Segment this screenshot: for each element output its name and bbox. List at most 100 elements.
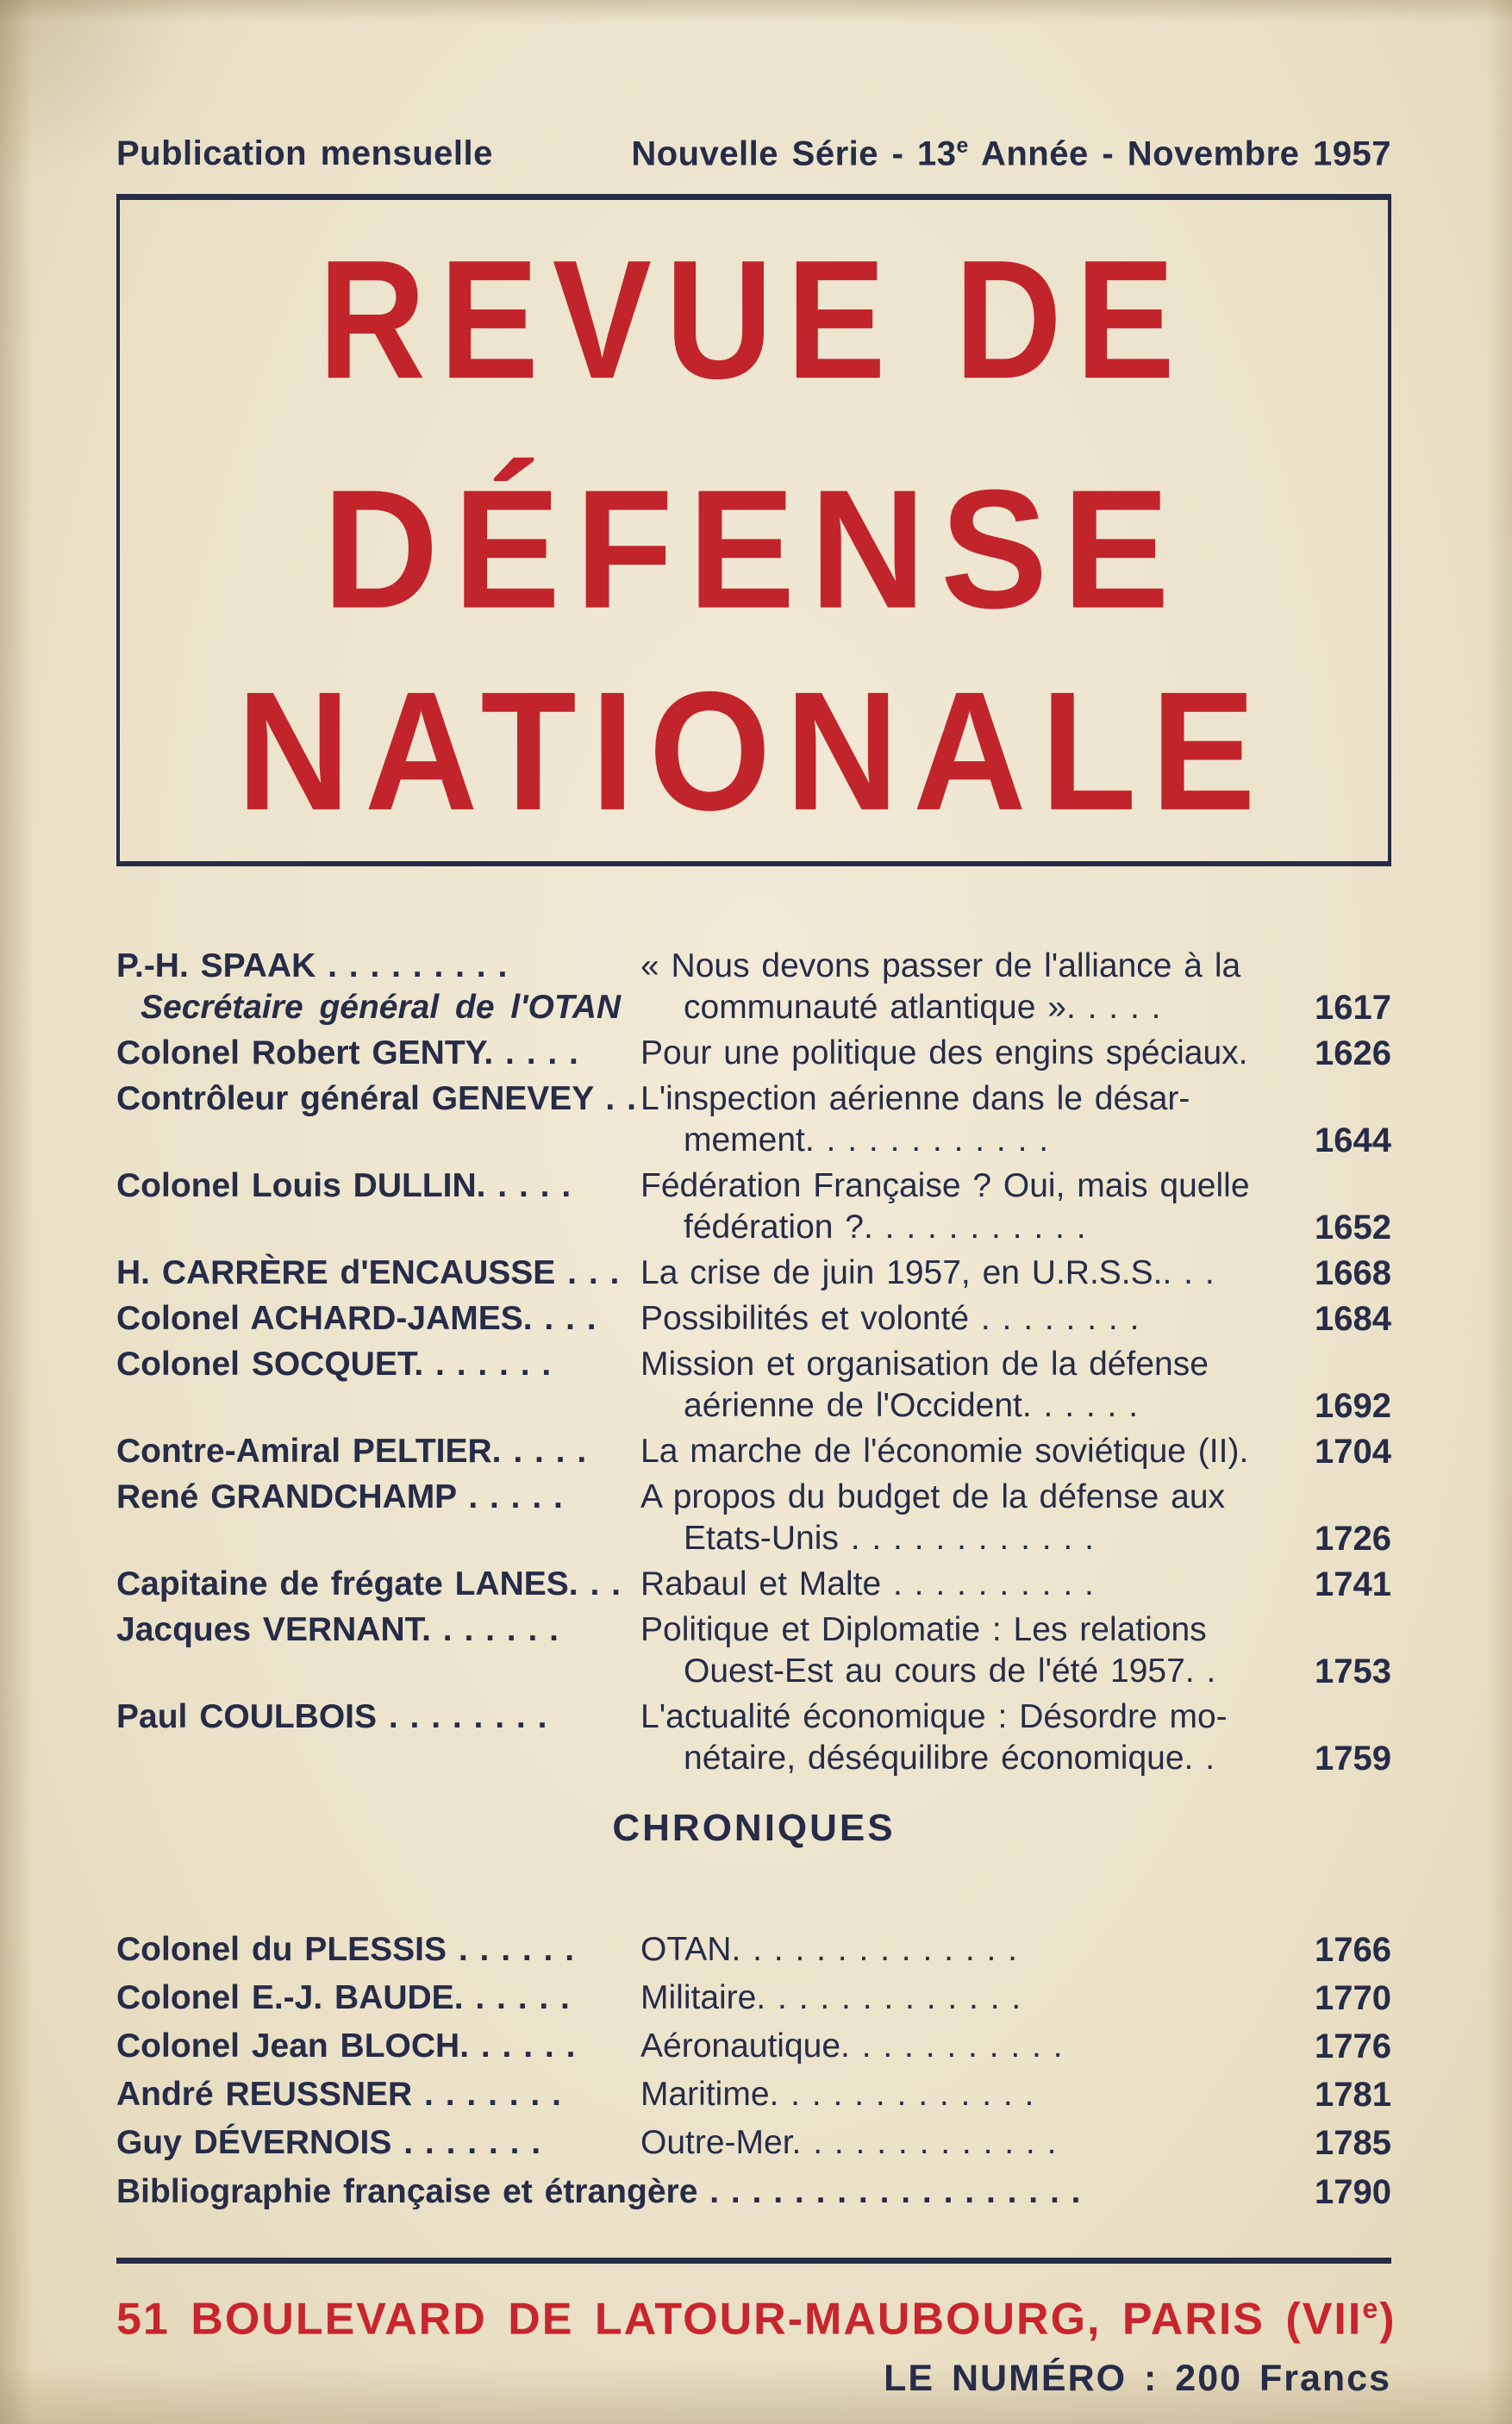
toc-title: A propos du budget de la défense aux Etat… <box>640 1477 1312 1559</box>
toc-author: Colonel du PLESSIS . . . . . . <box>116 1931 575 1969</box>
toc-page-number: 1759 <box>1315 1740 1391 1778</box>
toc-author: Paul COULBOIS . . . . . . . . <box>116 1698 547 1736</box>
bibliography-row: Bibliographie française et étrangère . .… <box>116 2171 1391 2213</box>
masthead-line-2: DÉFENSE <box>322 455 1184 644</box>
toc-author-cell: Capitaine de frégate LANES. . . <box>116 1564 640 1605</box>
toc-author-cell: Contre-Amiral PELTIER. . . . . <box>116 1431 640 1472</box>
toc-title: L'actualité économique : Désordre mo-nét… <box>640 1696 1312 1779</box>
toc-page-number: 1741 <box>1315 1565 1391 1604</box>
toc-page-number: 1770 <box>1315 1979 1391 2018</box>
masthead-title: REVUE DE DÉFENSE NATIONALE <box>237 226 1270 847</box>
toc-page-number: 1644 <box>1315 1121 1391 1160</box>
toc-author: H. CARRÈRE d'ENCAUSSE . . . <box>116 1254 620 1292</box>
toc-author: Capitaine de frégate LANES. . . <box>116 1565 621 1603</box>
toc-page-number: 1753 <box>1315 1652 1391 1691</box>
toc-author: Colonel ACHARD-JAMES. . . . <box>116 1300 597 1338</box>
toc-page-number: 1652 <box>1315 1209 1391 1247</box>
address-text: 51 BOULEVARD DE LATOUR-MAUBOURG, PARIS (… <box>116 2294 1363 2345</box>
toc-author-cell: Colonel Robert GENTY. . . . . <box>116 1033 640 1074</box>
toc-row: Capitaine de frégate LANES. . . Rabaul e… <box>116 1564 1391 1605</box>
toc-title-line: L'inspection aérienne dans le désar- <box>640 1080 1190 1118</box>
issue-price: LE NUMÉRO : 200 Francs <box>884 2357 1391 2399</box>
divider-rule <box>116 2258 1391 2265</box>
toc-title: Possibilités et volonté . . . . . . . . <box>640 1298 1312 1340</box>
toc-author: Colonel Robert GENTY. . . . . <box>116 1034 578 1072</box>
header-series-superscript: e <box>956 134 969 158</box>
toc-row: Contre-Amiral PELTIER. . . . . La marche… <box>116 1431 1391 1472</box>
toc-author: P.-H. SPAAK . . . . . . . . . <box>116 947 508 985</box>
toc-title-line: Militaire. . . . . . . . . . . . . <box>640 1979 1022 2017</box>
bibliography-label: Bibliographie française et étrangère . .… <box>116 2173 1081 2211</box>
toc-author: Jacques VERNANT. . . . . . . <box>116 1611 559 1649</box>
toc-title-line: Mission et organisation de la défense <box>640 1346 1209 1384</box>
toc-row: Colonel Robert GENTY. . . . . Pour une p… <box>116 1033 1391 1074</box>
toc-author: Colonel E.-J. BAUDE. . . . . . <box>116 1979 570 2017</box>
masthead-line-3: NATIONALE <box>237 658 1270 847</box>
masthead-line-1: REVUE DE <box>318 226 1189 415</box>
toc-row: René GRANDCHAMP . . . . . A propos du bu… <box>116 1477 1391 1559</box>
header-date-text: Année - Novembre 1957 <box>968 134 1391 173</box>
toc-title-line: OTAN. . . . . . . . . . . . . . <box>640 1931 1017 1969</box>
toc-title-line: Possibilités et volonté . . . . . . . . <box>640 1300 1140 1338</box>
toc-row: Colonel E.-J. BAUDE. . . . . . Militaire… <box>116 1977 1391 2019</box>
toc-author-cell: André REUSSNER . . . . . . . <box>116 2074 640 2115</box>
toc-title-line: aérienne de l'Occident. . . . . . <box>684 1387 1139 1425</box>
address-closing-paren: ) <box>1379 2294 1396 2345</box>
toc-author-cell: Contrôleur général GENEVEY . . <box>116 1078 640 1120</box>
toc-row: P.-H. SPAAK . . . . . . . . . Secrétaire… <box>116 946 1391 1028</box>
toc-title-line: La crise de juin 1957, en U.R.S.S.. . . <box>640 1254 1215 1292</box>
header-publication-frequency: Publication mensuelle <box>116 134 493 173</box>
toc-title: Pour une politique des engins spéciaux. <box>640 1033 1312 1074</box>
toc-author-cell: Guy DÉVERNOIS . . . . . . . <box>116 2122 640 2164</box>
toc-row: Paul COULBOIS . . . . . . . . L'actualit… <box>116 1696 1391 1779</box>
toc-title-line: communauté atlantique ». . . . . <box>684 989 1161 1027</box>
toc-author: Colonel Jean BLOCH. . . . . . <box>116 2027 576 2065</box>
table-of-contents: P.-H. SPAAK . . . . . . . . . Secrétaire… <box>116 946 1391 1779</box>
toc-title: Mission et organisation de la défense aér… <box>640 1344 1312 1427</box>
toc-author-cell: Colonel Jean BLOCH. . . . . . <box>116 2026 640 2067</box>
toc-row: Guy DÉVERNOIS . . . . . . . Outre-Mer. .… <box>116 2122 1391 2164</box>
toc-author: Guy DÉVERNOIS . . . . . . . <box>116 2124 541 2162</box>
toc-author: Contre-Amiral PELTIER. . . . . <box>116 1433 587 1471</box>
toc-page-number: 1776 <box>1315 2027 1391 2066</box>
toc-title-line: L'actualité économique : Désordre mo- <box>640 1698 1228 1736</box>
toc-row: André REUSSNER . . . . . . . Maritime. .… <box>116 2074 1391 2115</box>
toc-page-number: 1684 <box>1315 1300 1391 1339</box>
publisher-address: 51 BOULEVARD DE LATOUR-MAUBOURG, PARIS (… <box>116 2293 1395 2345</box>
toc-title-line: Ouest-Est au cours de l'été 1957. . <box>684 1652 1216 1690</box>
chroniques-list: Colonel du PLESSIS . . . . . . OTAN. . .… <box>116 1929 1391 2164</box>
toc-author-cell: P.-H. SPAAK . . . . . . . . . Secrétaire… <box>116 946 640 1028</box>
toc-title: OTAN. . . . . . . . . . . . . . <box>640 1929 1312 1971</box>
toc-title: Aéronautique. . . . . . . . . . . <box>640 2026 1312 2067</box>
toc-title-line: Maritime. . . . . . . . . . . . . <box>640 2076 1034 2114</box>
toc-row: Jacques VERNANT. . . . . . . Politique e… <box>116 1609 1391 1692</box>
toc-author: Colonel SOCQUET. . . . . . . <box>116 1346 552 1384</box>
masthead-box: REVUE DE DÉFENSE NATIONALE <box>116 194 1391 867</box>
toc-page-number: 1626 <box>1315 1034 1391 1073</box>
toc-title-line: nétaire, déséquilibre économique. . <box>684 1740 1215 1777</box>
toc-title: Politique et Diplomatie : Les relations O… <box>640 1609 1312 1692</box>
toc-title-line: Outre-Mer. . . . . . . . . . . . . <box>640 2124 1057 2162</box>
toc-author: Contrôleur général GENEVEY . . <box>116 1080 636 1118</box>
toc-page-number: 1617 <box>1315 989 1391 1028</box>
toc-row: Colonel SOCQUET. . . . . . . Mission et … <box>116 1344 1391 1427</box>
header-series-date: Nouvelle Série - 13e Année - Novembre 19… <box>631 134 1391 173</box>
toc-title-line: La marche de l'économie soviétique (II). <box>640 1433 1249 1471</box>
toc-row: H. CARRÈRE d'ENCAUSSE . . . La crise de … <box>116 1253 1391 1294</box>
toc-row: Colonel du PLESSIS . . . . . . OTAN. . .… <box>116 1929 1391 1971</box>
toc-title-line: Politique et Diplomatie : Les relations <box>640 1611 1207 1649</box>
toc-author-cell: Colonel E.-J. BAUDE. . . . . . <box>116 1977 640 2019</box>
toc-author: René GRANDCHAMP . . . . . <box>116 1478 563 1516</box>
toc-page-number: 1668 <box>1315 1254 1391 1293</box>
toc-title: Rabaul et Malte . . . . . . . . . . <box>640 1564 1312 1605</box>
header-series-text: Nouvelle Série - 13 <box>631 134 957 173</box>
toc-title: Militaire. . . . . . . . . . . . . <box>640 1977 1312 2019</box>
toc-title: Fédération Française ? Oui, mais quelle f… <box>640 1165 1312 1248</box>
toc-title-line: Fédération Française ? Oui, mais quelle <box>640 1167 1250 1205</box>
toc-author-cell: Paul COULBOIS . . . . . . . . <box>116 1696 640 1738</box>
toc-title: Maritime. . . . . . . . . . . . . <box>640 2074 1312 2115</box>
toc-title: « Nous devons passer de l'alliance à la c… <box>640 946 1312 1028</box>
toc-author-cell: Colonel du PLESSIS . . . . . . <box>116 1929 640 1971</box>
toc-page-number: 1692 <box>1315 1387 1391 1426</box>
